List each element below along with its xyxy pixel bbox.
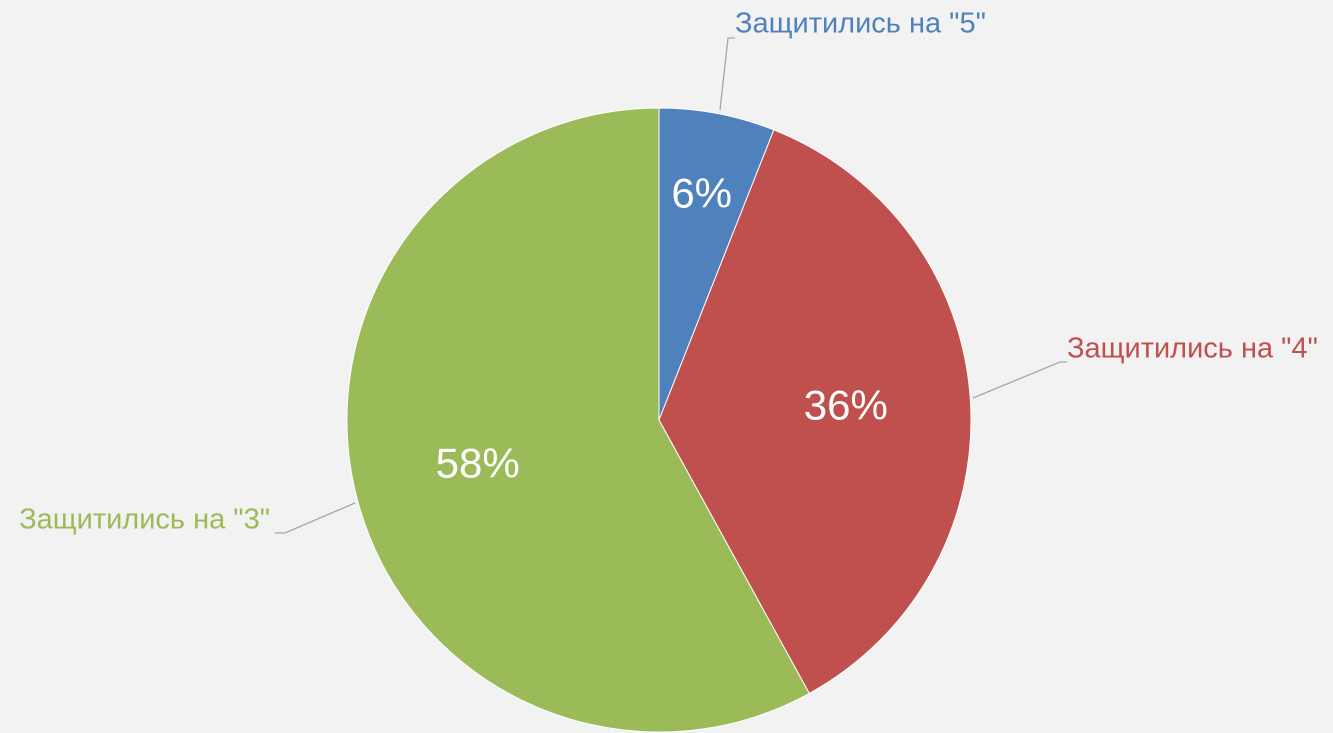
data-label: 6% xyxy=(671,169,732,216)
leader-line xyxy=(719,37,735,111)
pie-slice xyxy=(346,107,810,733)
data-label: 36% xyxy=(804,381,888,428)
pie-slice xyxy=(658,129,972,695)
category-label: Защитились на "4" xyxy=(1067,333,1318,365)
leader-line xyxy=(275,502,356,534)
category-label: Защитились на "3" xyxy=(19,504,270,536)
data-label: 58% xyxy=(436,440,520,487)
leader-line xyxy=(972,361,1067,399)
category-label: Защитились на "5" xyxy=(735,8,986,40)
